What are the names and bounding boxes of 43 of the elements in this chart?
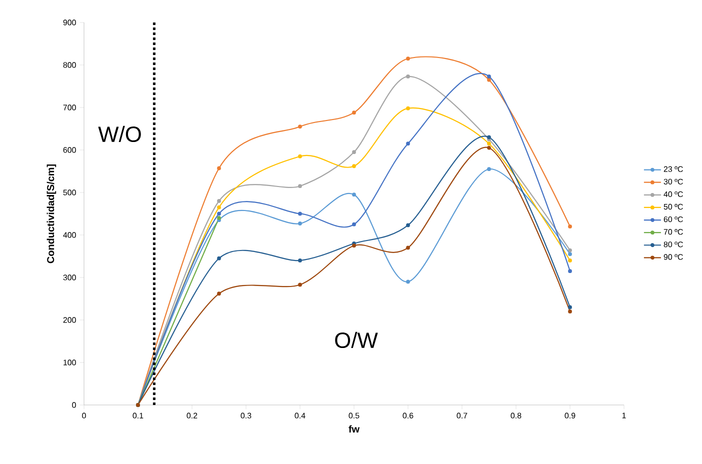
point — [406, 246, 410, 250]
y-axis-title: Conductividad[S/cm] — [46, 164, 56, 264]
point — [298, 124, 302, 129]
point — [487, 146, 491, 150]
point — [406, 142, 410, 146]
point — [298, 222, 302, 226]
annotation: W/O — [98, 126, 141, 142]
point — [487, 142, 491, 146]
point — [298, 282, 302, 287]
point — [298, 258, 302, 262]
point — [352, 110, 356, 115]
point — [298, 184, 302, 188]
point — [487, 167, 491, 172]
point — [568, 252, 572, 256]
x-axis-title: fw — [348, 425, 360, 432]
point — [217, 166, 221, 170]
point — [406, 280, 410, 284]
point — [487, 74, 491, 78]
point — [568, 258, 572, 262]
point — [217, 199, 221, 203]
point — [406, 106, 410, 110]
point — [217, 212, 221, 216]
point — [406, 74, 410, 78]
point — [568, 310, 572, 314]
point — [568, 248, 572, 252]
point — [352, 192, 356, 197]
point — [406, 56, 410, 61]
point — [568, 305, 572, 310]
point — [217, 256, 221, 260]
point — [406, 223, 410, 228]
point — [568, 224, 572, 228]
point — [298, 212, 302, 216]
point — [217, 205, 221, 210]
point — [217, 292, 221, 296]
point — [217, 216, 221, 220]
point — [487, 78, 491, 82]
annotation: O/W — [335, 332, 378, 348]
point — [352, 150, 356, 154]
point — [298, 154, 302, 158]
point — [352, 164, 356, 168]
point — [352, 244, 356, 248]
point — [568, 269, 572, 274]
point — [352, 222, 356, 226]
